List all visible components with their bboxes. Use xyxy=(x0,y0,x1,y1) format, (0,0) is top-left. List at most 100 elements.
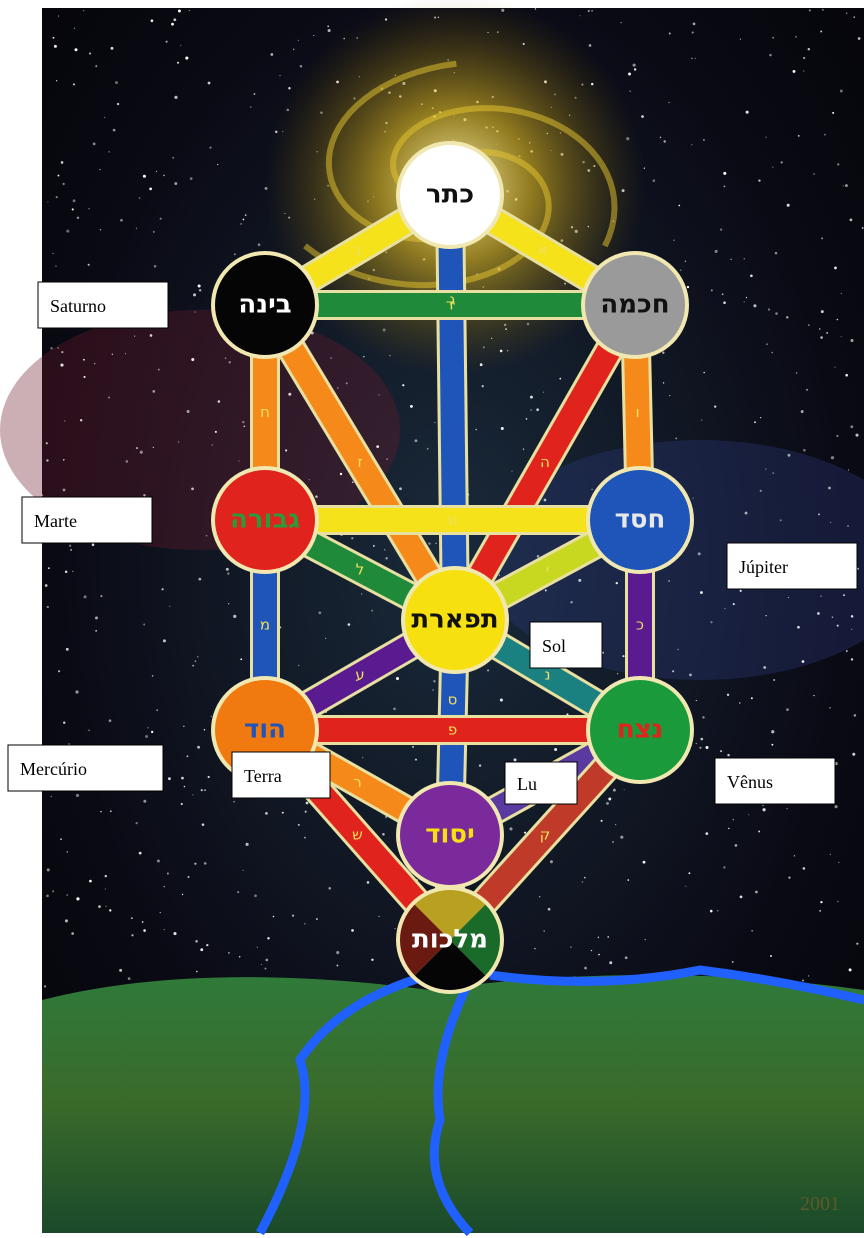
star xyxy=(58,175,60,177)
star xyxy=(834,267,837,270)
star xyxy=(182,894,183,895)
star xyxy=(772,37,774,39)
star xyxy=(325,638,326,639)
star xyxy=(58,670,60,672)
star xyxy=(156,709,157,710)
star xyxy=(282,812,284,814)
star xyxy=(158,369,160,371)
star xyxy=(723,172,726,175)
star xyxy=(346,382,348,384)
star xyxy=(482,385,484,387)
star xyxy=(733,819,734,820)
star xyxy=(543,930,544,931)
star xyxy=(793,70,796,73)
path-letter: פ xyxy=(448,721,457,739)
star xyxy=(820,30,822,32)
star xyxy=(724,186,726,188)
planet-label: Sol xyxy=(542,636,566,656)
star xyxy=(89,52,91,54)
star xyxy=(187,876,189,878)
star xyxy=(52,890,54,892)
star xyxy=(233,801,234,802)
star xyxy=(803,57,805,59)
star xyxy=(112,354,113,355)
star xyxy=(298,665,299,666)
star xyxy=(675,437,677,439)
star xyxy=(315,495,318,498)
star xyxy=(394,928,395,929)
star xyxy=(384,549,386,551)
star xyxy=(177,62,179,64)
node-label: יסוד xyxy=(425,820,475,850)
star xyxy=(820,901,822,903)
path-letter: ק xyxy=(540,826,551,844)
star xyxy=(700,738,703,741)
star xyxy=(720,750,722,752)
star xyxy=(830,522,831,523)
star xyxy=(687,286,689,288)
star xyxy=(84,595,87,598)
star xyxy=(843,594,845,596)
star xyxy=(699,747,701,749)
star xyxy=(348,623,351,626)
star xyxy=(822,9,824,11)
star xyxy=(591,489,593,491)
star xyxy=(77,217,79,219)
star xyxy=(52,37,54,39)
star xyxy=(601,820,603,822)
star xyxy=(378,916,379,917)
star xyxy=(835,805,838,808)
planet-label: Marte xyxy=(34,511,77,531)
star xyxy=(537,555,540,558)
star xyxy=(117,103,119,105)
star xyxy=(668,580,669,581)
star xyxy=(849,968,852,971)
star xyxy=(143,800,146,803)
star xyxy=(100,595,102,597)
path-letter: ה xyxy=(540,453,550,471)
star xyxy=(327,25,329,27)
star xyxy=(653,179,656,182)
star xyxy=(766,343,767,344)
star xyxy=(184,786,185,787)
star xyxy=(802,980,804,982)
star xyxy=(195,940,198,943)
star xyxy=(185,57,188,60)
star xyxy=(696,700,697,701)
star xyxy=(698,552,701,555)
star xyxy=(578,579,581,582)
star xyxy=(240,658,242,660)
star xyxy=(75,48,78,51)
star xyxy=(852,753,855,756)
path-letter: ש xyxy=(352,826,363,844)
star xyxy=(227,572,229,574)
star xyxy=(378,394,379,395)
star xyxy=(298,824,300,826)
star xyxy=(728,828,729,829)
star xyxy=(238,460,239,461)
star xyxy=(206,535,208,537)
star xyxy=(700,591,703,594)
star xyxy=(243,426,245,428)
star xyxy=(798,135,800,137)
star xyxy=(104,117,105,118)
star xyxy=(620,22,621,23)
star xyxy=(108,397,110,399)
star xyxy=(285,449,287,451)
star xyxy=(826,332,828,334)
star xyxy=(240,223,242,225)
star xyxy=(768,308,770,310)
star xyxy=(830,854,831,855)
tree-of-life: אבגדהוזחטיכלמנסעפצקרשת כתרחכמהבינהחסדגבו… xyxy=(0,0,864,1238)
star xyxy=(545,590,547,592)
star xyxy=(47,606,49,608)
star xyxy=(273,916,275,918)
star xyxy=(858,37,861,40)
star xyxy=(751,697,753,699)
star xyxy=(702,716,704,718)
star xyxy=(243,870,244,871)
star xyxy=(189,10,190,11)
star xyxy=(722,293,724,295)
star xyxy=(786,316,788,318)
star xyxy=(208,82,211,85)
